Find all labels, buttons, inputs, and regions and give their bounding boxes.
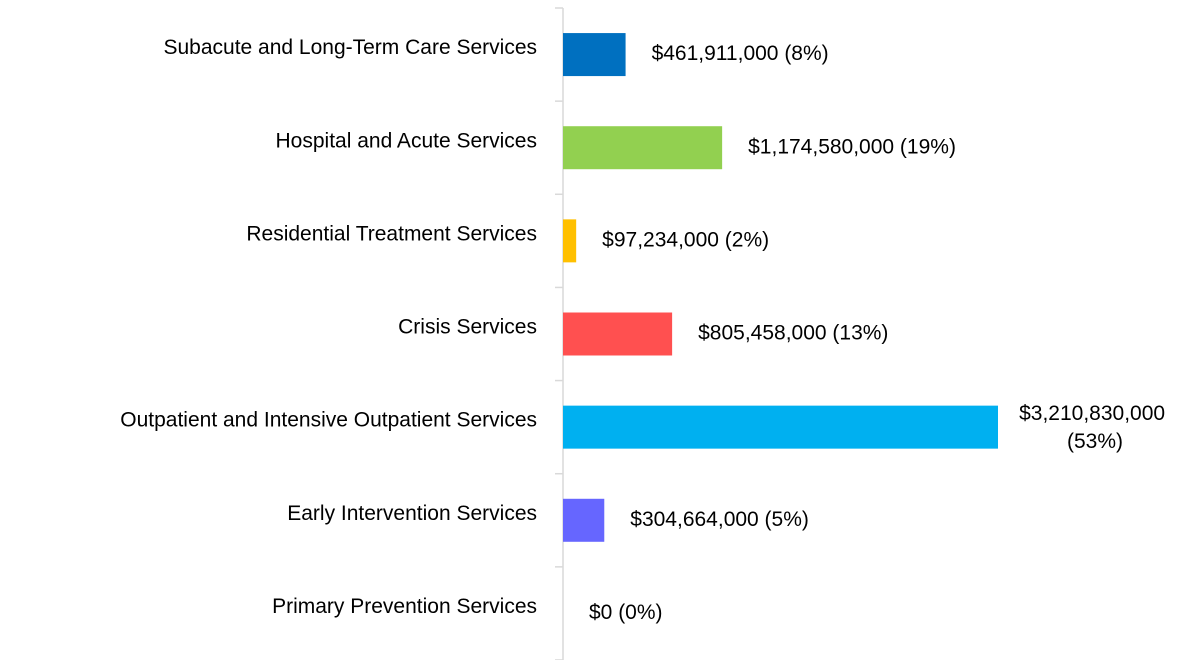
category-label: Primary Prevention Services xyxy=(272,595,537,618)
value-label: $805,458,000 (13%) xyxy=(698,322,888,345)
category-label: Residential Treatment Services xyxy=(246,222,537,245)
value-label: $304,664,000 (5%) xyxy=(630,508,809,531)
value-label: $97,234,000 (2%) xyxy=(602,228,769,251)
category-label: Hospital and Acute Services xyxy=(276,129,537,152)
bar xyxy=(563,219,577,263)
value-label: $1,174,580,000 (19%) xyxy=(748,135,956,158)
category-label: Crisis Services xyxy=(398,316,537,339)
value-label: $0 (0%) xyxy=(589,601,663,624)
bar xyxy=(563,312,673,356)
category-label: Subacute and Long-Term Care Services xyxy=(163,36,537,59)
bar xyxy=(563,498,605,542)
category-label: Early Intervention Services xyxy=(287,502,537,525)
bar xyxy=(563,33,626,77)
value-label: $461,911,000 (8%) xyxy=(652,42,829,65)
value-label: $3,210,830,000 (53%) xyxy=(1019,402,1171,453)
category-label: Outpatient and Intensive Outpatient Serv… xyxy=(120,409,537,432)
bar xyxy=(563,126,723,170)
bar xyxy=(563,405,998,449)
